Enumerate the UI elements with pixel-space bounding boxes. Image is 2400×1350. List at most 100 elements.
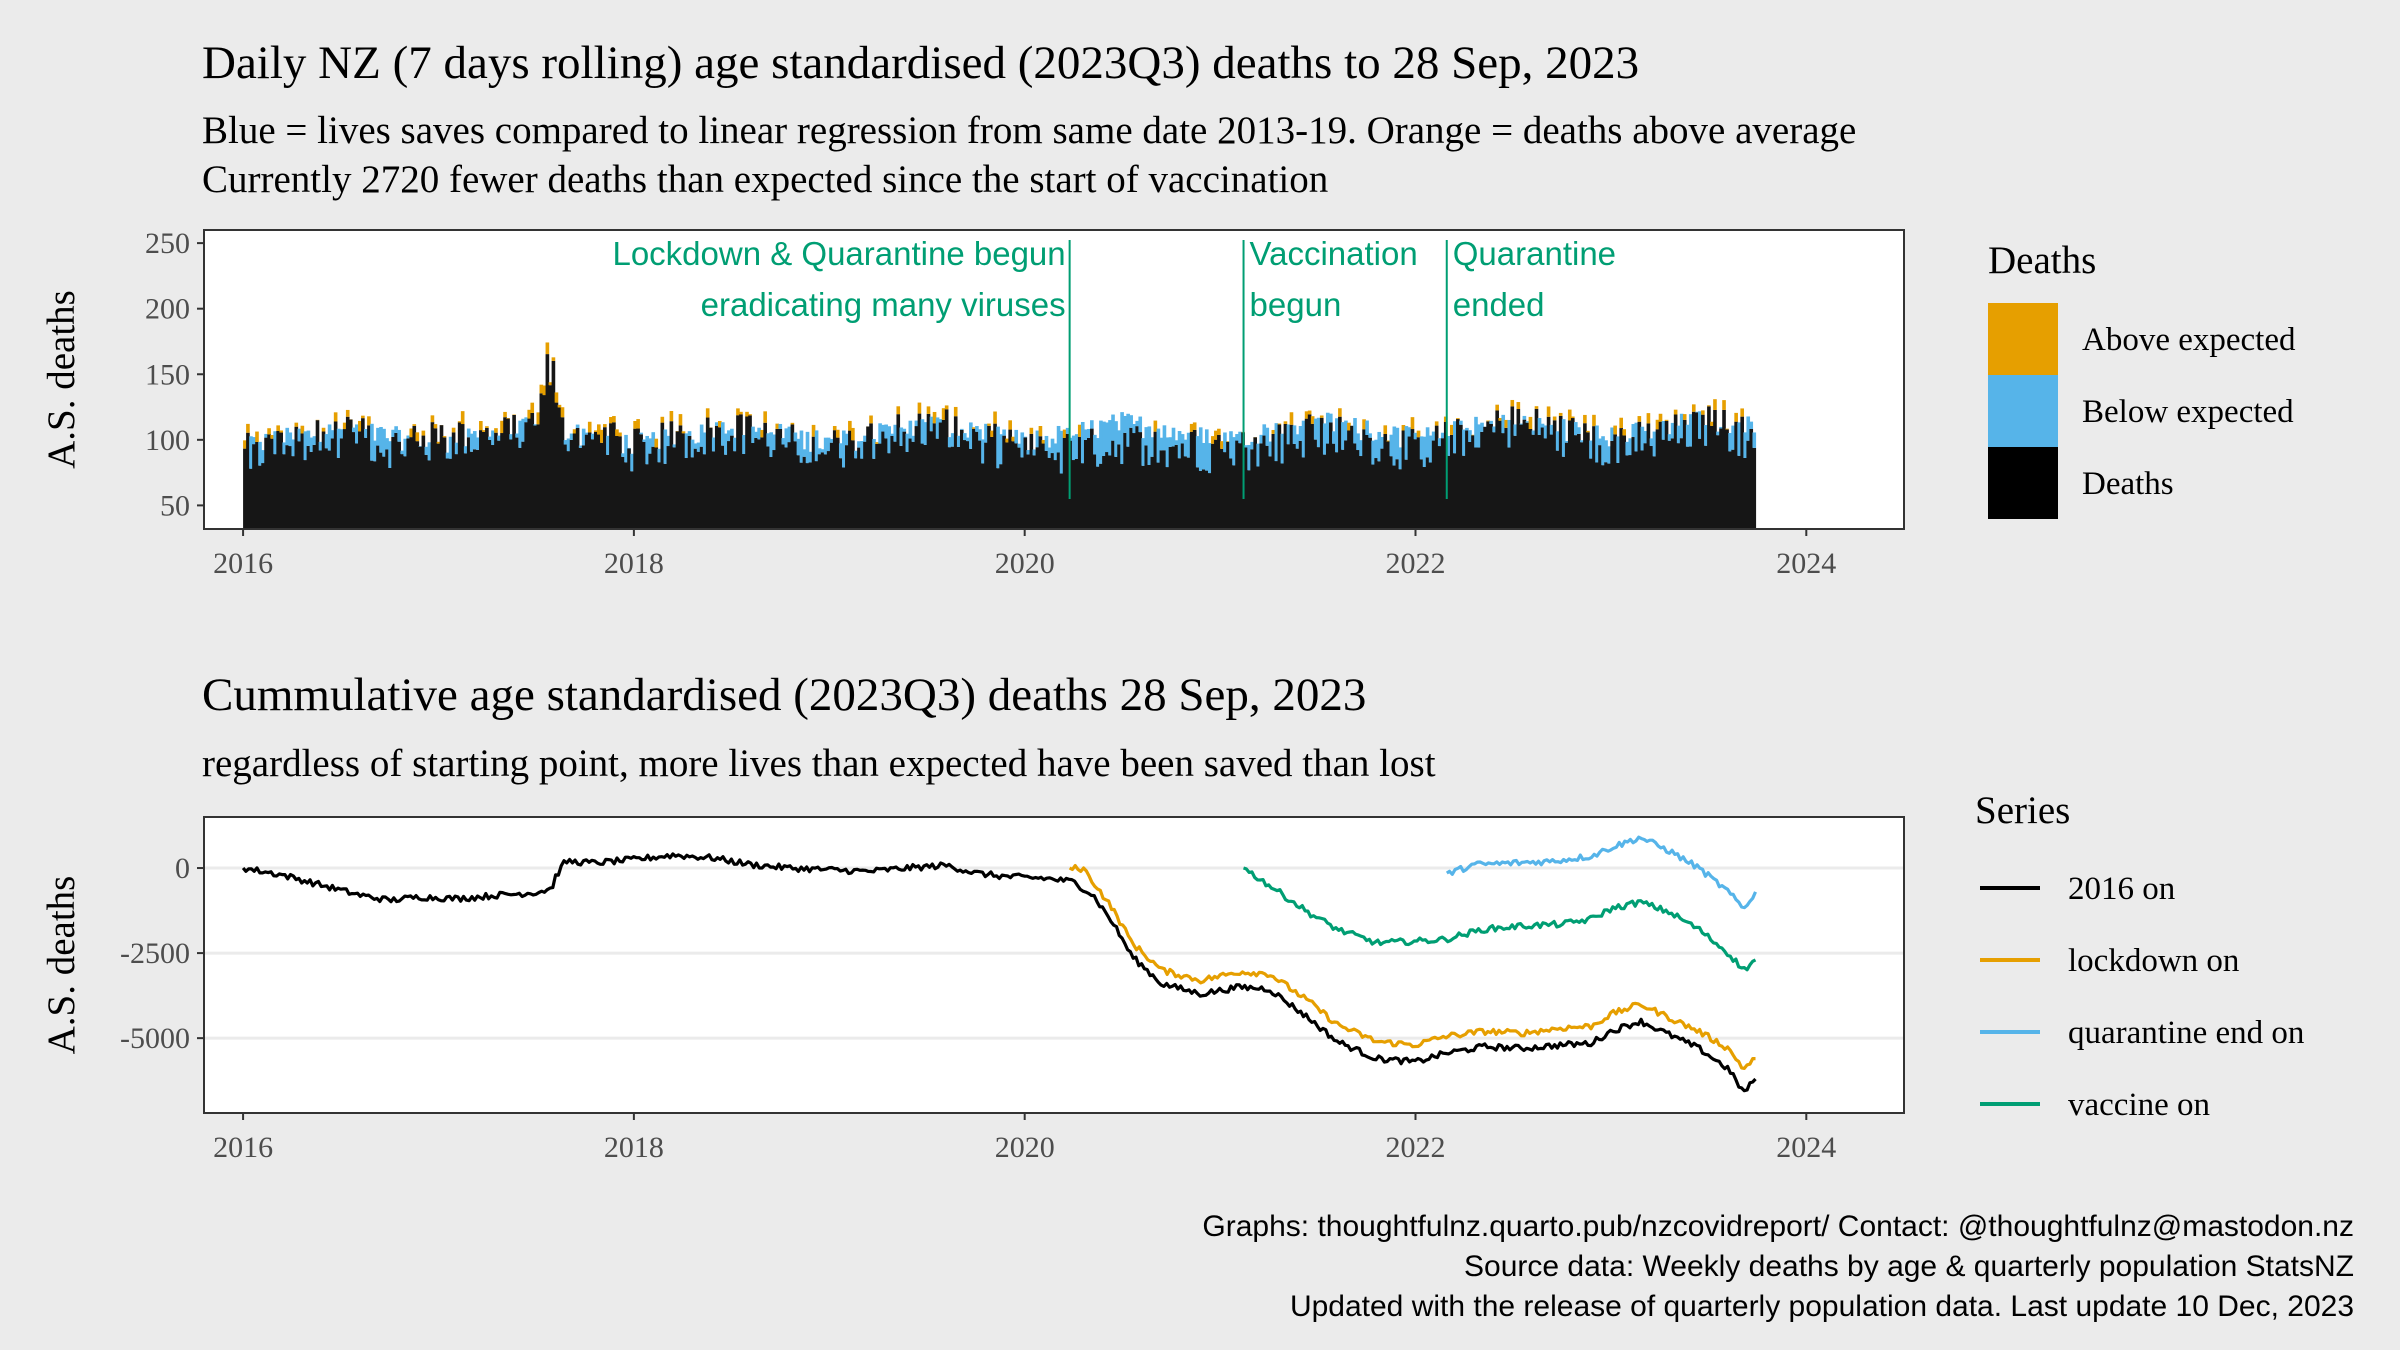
below-expected-bar [1071,435,1076,461]
below-expected-bar [651,432,656,447]
below-expected-bar [382,428,386,457]
below-expected-bar [863,435,867,442]
below-expected-bar [1035,430,1040,448]
deaths-bar [1598,445,1602,529]
deaths-bar [533,425,538,529]
deaths-bar [524,422,529,529]
deaths-bar [1023,437,1028,529]
above-expected-bar [593,430,598,432]
deaths-bar [1093,454,1097,529]
below-expected-bar [893,424,898,442]
above-expected-bar [536,412,541,425]
below-expected-bar [696,442,701,452]
below-expected-bar [1428,435,1433,463]
deaths-bar [811,436,816,529]
below-expected-bar [1198,427,1203,471]
above-expected-bar [1567,409,1572,421]
below-expected-bar [1598,438,1602,446]
deaths-bar [252,444,256,529]
deaths-bar [466,437,471,529]
above-expected-bar [1528,416,1533,430]
deaths-bar [361,418,365,529]
chart1-subtitle-line2: Currently 2720 fewer deaths than expecte… [202,158,1329,201]
y-tick-label: 250 [145,227,190,260]
deaths-bar [1062,437,1067,529]
below-expected-bar [1065,427,1070,434]
below-expected-bar [1519,423,1524,425]
deaths-bar [1353,443,1357,529]
below-expected-bar [385,438,389,450]
below-expected-bar [351,427,356,433]
deaths-bar [878,443,882,529]
below-expected-bar [884,424,888,439]
deaths-bar [857,447,861,529]
deaths-bar [1380,448,1385,529]
deaths-bar [645,464,649,529]
above-expected-bar [1570,416,1575,419]
deaths-bar [324,448,329,529]
deaths-bar [442,437,447,529]
below-expected-bar [1129,415,1133,428]
deaths-bar [584,434,589,529]
below-expected-bar [1728,432,1732,452]
below-expected-bar [1183,439,1188,457]
below-expected-bar [1437,438,1442,447]
below-expected-bar [826,437,831,452]
deaths-bar [1183,456,1188,529]
deaths-bar [1434,425,1439,529]
above-expected-bar [875,442,879,444]
below-expected-bar [959,428,964,430]
deaths-bar [1301,457,1306,529]
deaths-bar [966,441,970,529]
above-expected-bar [1613,425,1617,435]
deaths-bar [1483,426,1487,529]
below-expected-bar [978,429,982,441]
deaths-bar [730,435,734,529]
deaths-bar [1071,460,1076,529]
deaths-bar [1350,425,1354,529]
deaths-bar [1117,444,1121,529]
series-line [1243,866,1757,972]
deaths-bar [1731,449,1735,529]
below-expected-bar [1531,430,1536,435]
below-expected-bar [394,426,398,433]
deaths-bar [923,444,928,529]
deaths-bar [826,451,831,529]
deaths-bar [1162,450,1167,529]
deaths-bar [651,446,656,529]
deaths-bar [1365,434,1369,529]
deaths-bar [1564,442,1569,529]
deaths-bar [1459,424,1463,529]
deaths-bar [838,458,843,529]
above-expected-bar [811,424,816,437]
below-expected-bar [1625,441,1630,456]
below-expected-bar [1555,431,1560,451]
deaths-bar [1262,435,1267,529]
chart1-legend-title: Deaths [1988,239,2096,282]
below-expected-bar [1174,440,1179,445]
below-expected-bar [693,443,698,449]
deaths-bar [1480,431,1484,529]
deaths-bar [1316,447,1321,529]
above-expected-bar [1619,417,1623,429]
above-expected-bar [276,425,280,431]
deaths-bar [612,422,616,529]
deaths-bar [288,446,293,529]
annotation-label: Vaccination [1250,235,1418,272]
below-expected-bar [1096,438,1100,467]
below-expected-bar [291,439,296,457]
deaths-bar [842,467,846,529]
below-expected-bar [1165,437,1170,468]
deaths-bar [717,427,722,529]
deaths-bar [427,460,432,529]
chart1-y-axis-label: A.S. deaths [40,290,83,469]
below-expected-bar [475,437,480,450]
above-expected-bar [1740,408,1744,417]
deaths-bar [1477,447,1481,529]
deaths-bar [887,453,891,529]
deaths-bar [1271,433,1276,529]
above-expected-bar [436,441,441,444]
below-expected-bar [364,429,368,438]
below-expected-bar [1180,434,1185,444]
deaths-bar [917,413,922,529]
